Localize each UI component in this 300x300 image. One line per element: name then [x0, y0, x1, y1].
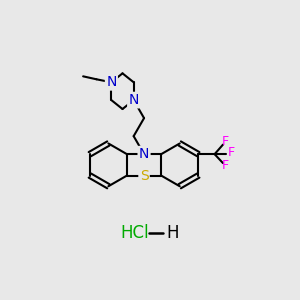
- Text: F: F: [227, 146, 235, 159]
- Text: F: F: [221, 135, 229, 148]
- Text: HCl: HCl: [121, 224, 149, 242]
- Text: H: H: [166, 224, 178, 242]
- Text: N: N: [128, 93, 139, 107]
- Text: S: S: [140, 169, 148, 183]
- Text: N: N: [106, 75, 116, 89]
- Text: F: F: [221, 159, 229, 172]
- Text: N: N: [139, 147, 149, 161]
